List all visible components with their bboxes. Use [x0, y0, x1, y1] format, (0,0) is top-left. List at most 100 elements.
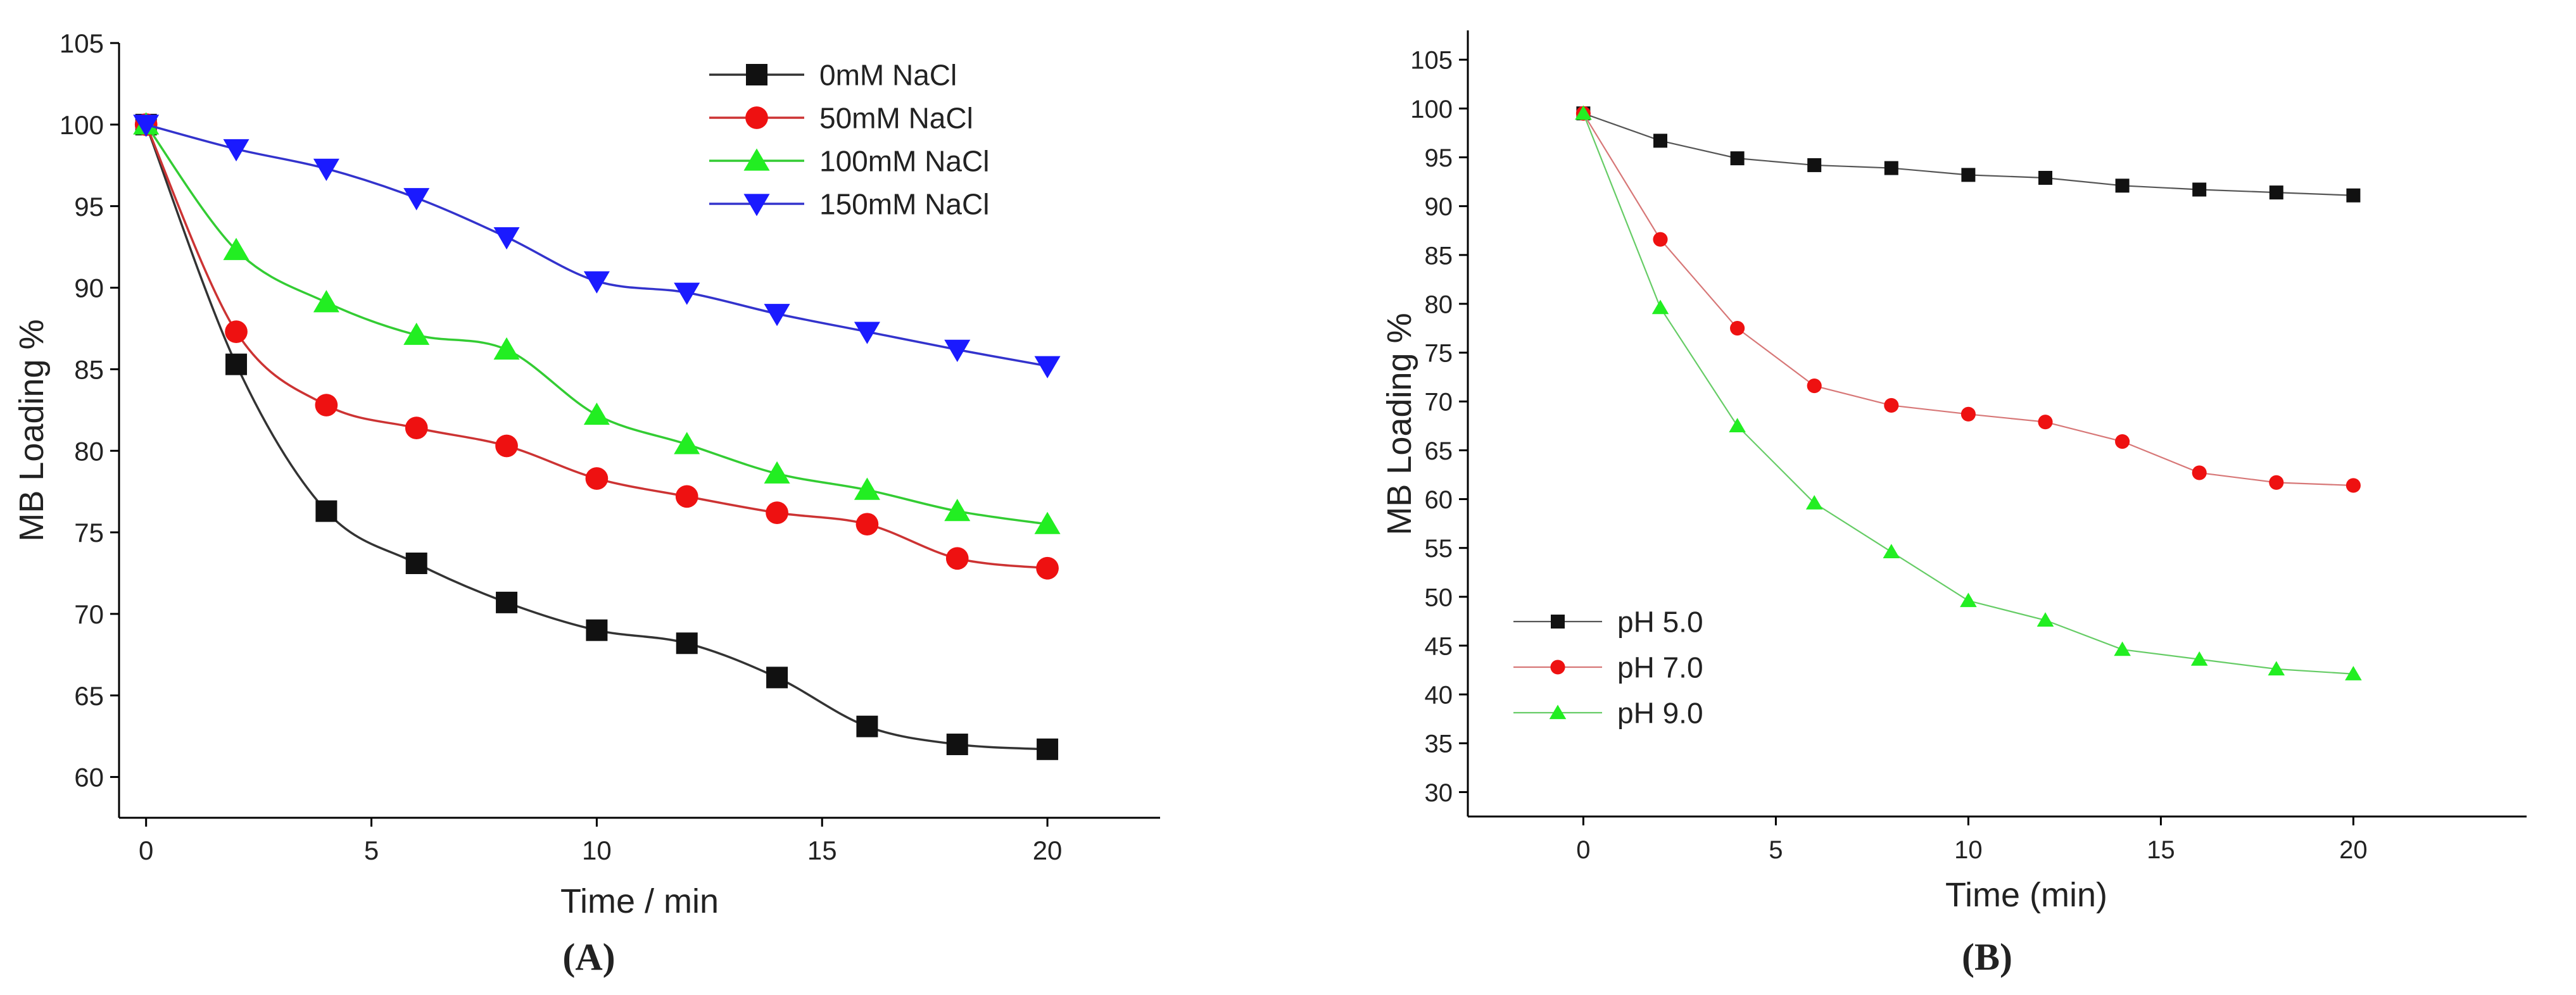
chart-b-data-point: [2114, 641, 2131, 656]
chart-a-data-point: [403, 322, 430, 345]
chart-b-data-point: [1729, 418, 1746, 432]
chart-a-y-tick-label: 105: [60, 28, 104, 58]
chart-a-data-point: [766, 666, 788, 689]
chart-a-data-point: [493, 227, 520, 250]
chart-a-panel-label: (A): [562, 936, 615, 978]
chart-a-legend-label: 150mM NaCl: [819, 188, 989, 221]
chart-a-data-point: [403, 188, 430, 211]
chart-b-x-tick-label: 20: [2339, 836, 2368, 864]
chart-a-data-point: [1037, 738, 1059, 760]
chart-b-data-point: [1805, 495, 1823, 510]
chart-a-legend-marker: [743, 194, 770, 216]
chart-a-data-point: [944, 499, 971, 522]
chart-a-data-point: [313, 158, 339, 181]
chart-a-legend-label: 100mM NaCl: [819, 145, 989, 178]
chart-b-data-point: [2038, 415, 2053, 430]
chart-a-data-point: [854, 322, 880, 344]
chart-b-y-tick-label: 45: [1425, 632, 1453, 660]
chart-a-series: [133, 112, 1061, 760]
chart-b-data-point: [2345, 666, 2362, 680]
chart-b-y-tick-label: 30: [1425, 779, 1453, 807]
chart-a-y-tick-label: 95: [74, 192, 104, 222]
chart-a-data-point: [496, 591, 518, 613]
chart-b-data-point: [1884, 161, 1898, 175]
chart-b-data-point: [1807, 379, 1822, 394]
chart-b-legend-marker: [1550, 660, 1565, 675]
chart-a-data-point: [856, 513, 879, 536]
chart-a-series-line: [145, 123, 1048, 525]
chart-b-data-point: [1883, 544, 1900, 559]
chart-a-data-point: [675, 485, 698, 508]
chart-b-x-tick-label: 0: [1576, 836, 1590, 864]
chart-a-x-tick-label: 5: [364, 835, 379, 865]
chart-a-x-tick-label: 0: [139, 835, 153, 865]
chart-b-x-tick-label: 10: [1954, 836, 1983, 864]
chart-b-y-tick-label: 100: [1410, 96, 1453, 123]
chart-b-legend-label: pH 7.0: [1617, 651, 1703, 684]
chart-b-legend-label: pH 5.0: [1617, 606, 1703, 639]
chart-a-data-point: [946, 734, 968, 756]
chart-a-series-line: [145, 124, 1048, 570]
chart-b-data-point: [2346, 188, 2361, 203]
chart-b-series-line: [1582, 113, 2354, 675]
chart-b-series: [1575, 105, 2362, 680]
chart-b-y-tick-label: 75: [1425, 340, 1453, 368]
chart-a-legend-marker: [743, 148, 770, 171]
chart-a-data-point: [495, 434, 518, 458]
chart-b-y-tick-label: 40: [1425, 682, 1453, 710]
chart-b-data-point: [2269, 475, 2284, 490]
chart-a-data-point: [674, 282, 700, 305]
chart-b-data-point: [1653, 232, 1668, 247]
chart-a-x-axis-label: Time / min: [560, 882, 719, 920]
chart-b-y-ticks: 30 35 40 45 50 55 60 65 70 75 80 85 90 95 100 105: [1410, 47, 1468, 807]
chart-a-data-point: [493, 337, 520, 360]
chart-a-x-tick-label: 15: [807, 835, 837, 865]
chart-b-data-point: [1961, 168, 1976, 182]
chart-a-y-tick-label: 100: [60, 110, 104, 140]
chart-a-data-point: [223, 237, 249, 260]
chart-b-legend: pH 5.0 pH 7.0 pH 9.0: [1513, 606, 1703, 730]
chart-b-data-point: [2038, 170, 2052, 185]
chart-b-data-point: [1730, 151, 1745, 166]
chart-b-y-tick-label: 50: [1425, 584, 1453, 611]
chart-b-data-point: [1653, 134, 1667, 148]
chart-a-y-tick-label: 65: [74, 681, 104, 711]
chart-b-y-tick-label: 85: [1425, 242, 1453, 270]
chart-a-data-point: [944, 339, 971, 362]
chart-b-legend-marker: [1551, 615, 1565, 629]
chart-b-panel-letter: B: [1974, 936, 2000, 978]
chart-b-data-point: [2192, 465, 2207, 480]
chart-b-y-tick-label: 65: [1425, 437, 1453, 465]
chart-a-x-tick-label: 10: [582, 835, 612, 865]
chart-b-y-axis-label: MB Loading %: [1380, 313, 1418, 535]
chart-b-data-point: [2268, 661, 2285, 676]
chart-b-y-tick-label: 80: [1425, 291, 1453, 318]
chart-b-panel-label: (B): [1962, 936, 2012, 978]
chart-a-y-ticks: 60 65 70 75 80 85 90 95 100 105: [60, 28, 119, 792]
chart-a-data-point: [766, 501, 788, 524]
chart-b-x-tick-label: 15: [2147, 836, 2175, 864]
chart-a: 60 65 70 75 80 85 90 95 100 105 0 5 10 15 20 0mM NaCl…: [13, 28, 1160, 978]
chart-b-data-point: [2346, 478, 2361, 493]
chart-a-legend-marker: [746, 64, 767, 85]
chart-a-data-point: [405, 553, 427, 575]
chart-a-data-point: [583, 402, 610, 425]
chart-a-data-point: [854, 477, 880, 500]
chart-a-y-axis-label: MB Loading %: [13, 319, 51, 541]
chart-b-legend-marker: [1549, 704, 1567, 720]
chart-a-data-point: [1034, 356, 1061, 379]
chart-a-data-point: [225, 353, 248, 375]
chart-b-y-tick-label: 55: [1425, 535, 1453, 563]
chart-b-data-point: [2190, 651, 2208, 666]
chart-a-y-tick-label: 70: [74, 599, 104, 629]
chart-b-series-line: [1583, 113, 2354, 196]
chart-b-y-tick-label: 70: [1425, 389, 1453, 416]
chart-a-x-ticks: 0 5 10 15 20: [139, 818, 1062, 865]
chart-a-data-point: [586, 619, 608, 641]
chart-b-data-point: [1960, 592, 1977, 608]
chart-a-data-point: [764, 461, 790, 484]
chart-b-y-tick-label: 35: [1425, 730, 1453, 758]
chart-a-x-tick-label: 20: [1033, 835, 1063, 865]
chart-a-data-point: [583, 271, 610, 294]
